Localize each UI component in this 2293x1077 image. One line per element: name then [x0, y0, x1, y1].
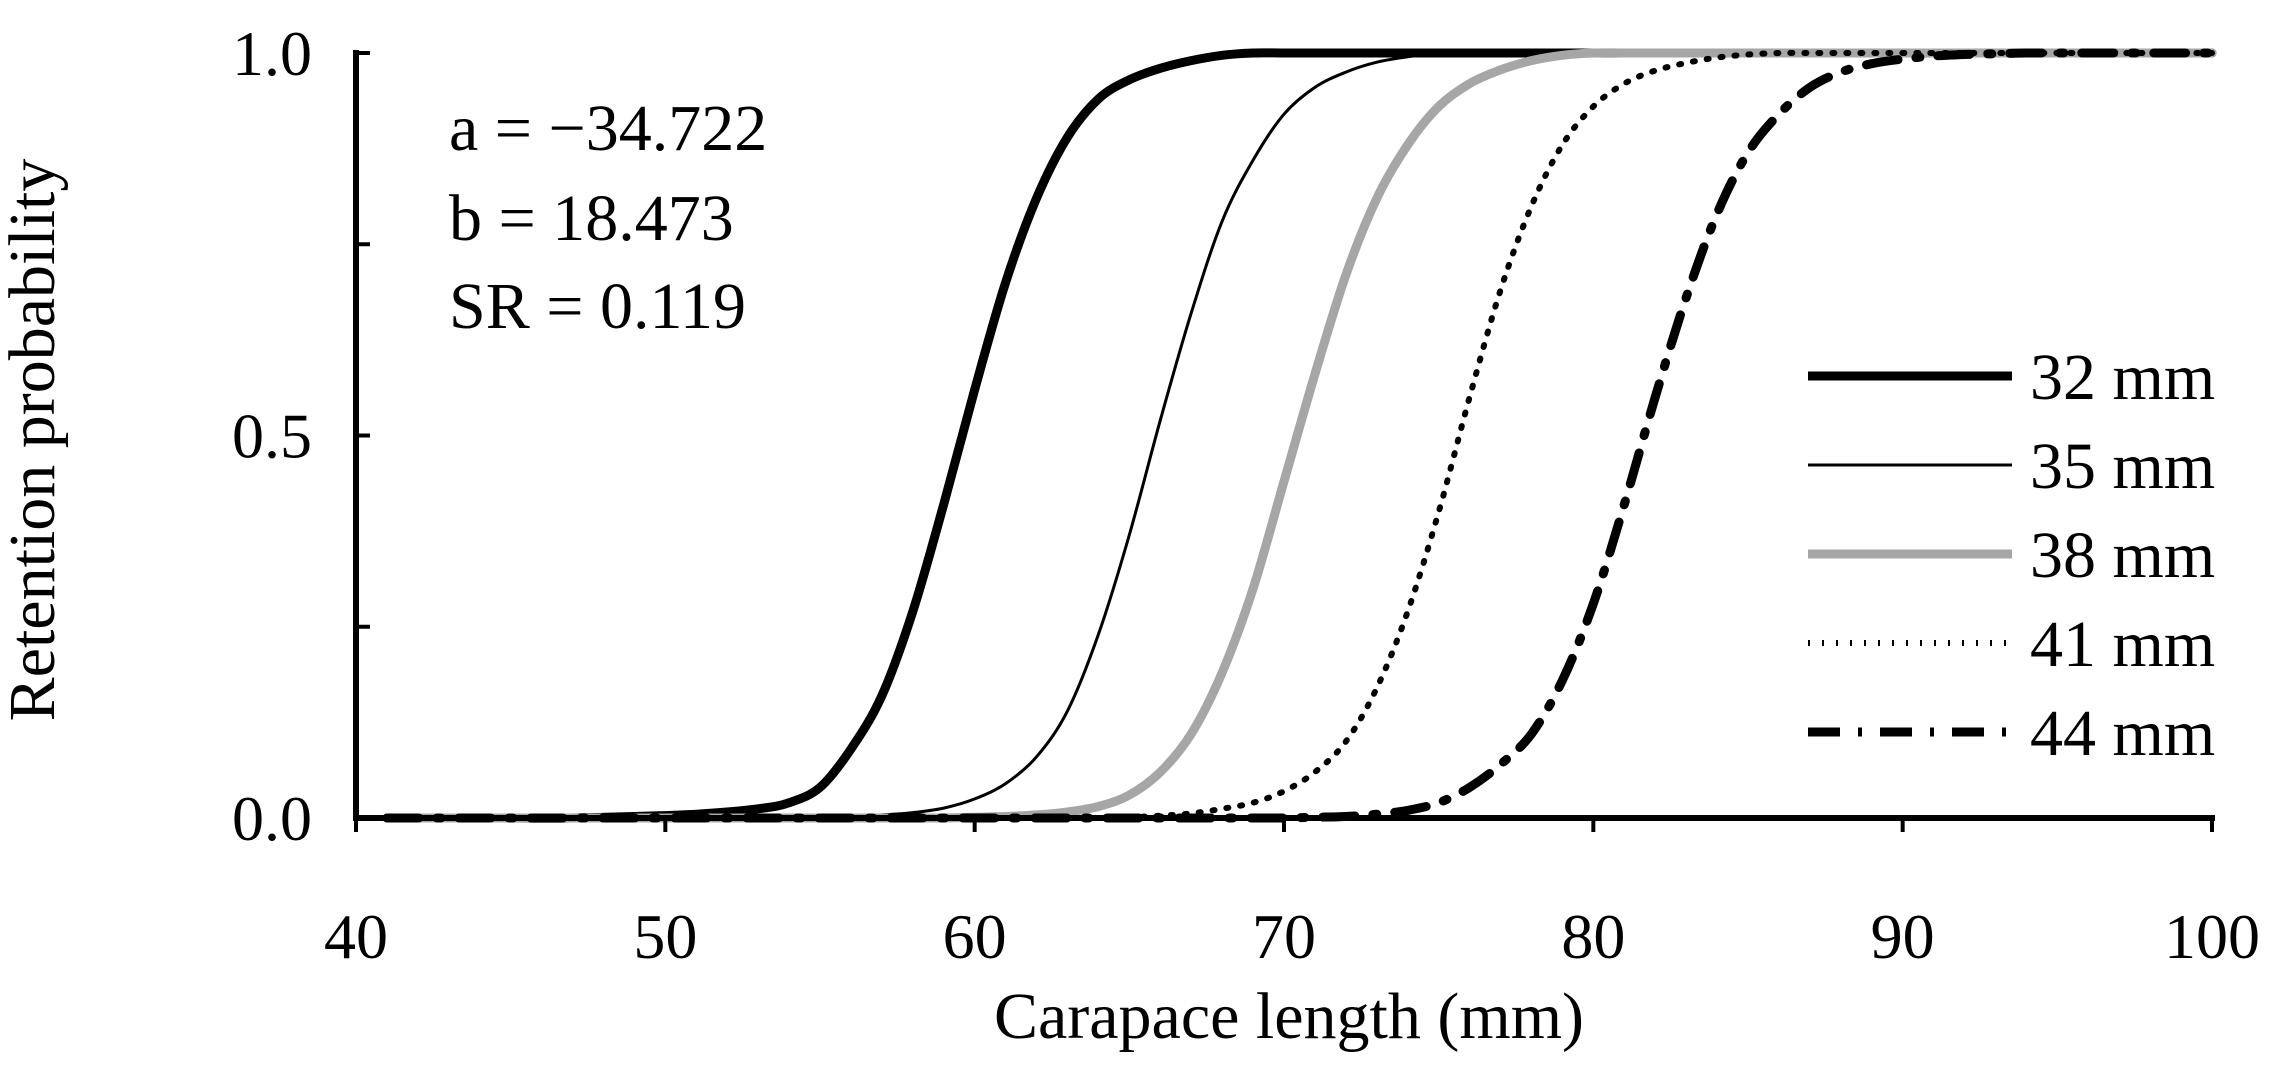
legend-label: 44 mm — [2030, 697, 2215, 770]
y-axis-ticks: 0.0 0.5 1.0 — [232, 18, 370, 854]
y-axis-title: Retention probability — [0, 159, 69, 722]
legend-label: 35 mm — [2030, 430, 2215, 503]
x-tick-label: 40 — [324, 901, 388, 972]
legend-label: 38 mm — [2030, 519, 2215, 592]
x-tick-label: 80 — [1561, 901, 1625, 972]
x-axis-title: Carapace length (mm) — [994, 980, 1584, 1053]
x-tick-label: 90 — [1871, 901, 1935, 972]
series-line-38-mm — [382, 48, 2217, 823]
parameter-annotation: a = −34.722 b = 18.473 SR = 0.119 — [449, 92, 767, 343]
x-tick-label: 100 — [2164, 901, 2260, 972]
x-tick-label: 60 — [943, 901, 1007, 972]
x-tick-label: 50 — [633, 901, 697, 972]
axes — [353, 50, 2215, 821]
plot-curves — [382, 48, 2217, 823]
legend: 32 mm 35 mm 38 mm 41 mm 44 mm — [1808, 341, 2215, 770]
y-tick-label: 0.5 — [232, 401, 312, 472]
x-tick-label: 70 — [1252, 901, 1316, 972]
x-axis-ticks: 40 50 60 70 80 90 100 — [324, 818, 2260, 972]
annotation-sr: SR = 0.119 — [449, 270, 746, 343]
y-tick-label: 0.0 — [232, 783, 312, 854]
legend-label: 32 mm — [2030, 341, 2215, 414]
y-tick-label: 1.0 — [232, 18, 312, 89]
annotation-a: a = −34.722 — [449, 92, 767, 165]
annotation-b: b = 18.473 — [449, 182, 734, 255]
legend-label: 41 mm — [2030, 608, 2215, 681]
